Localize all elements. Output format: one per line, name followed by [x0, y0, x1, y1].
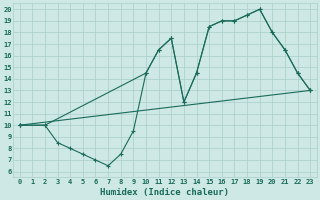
X-axis label: Humidex (Indice chaleur): Humidex (Indice chaleur)	[100, 188, 229, 197]
